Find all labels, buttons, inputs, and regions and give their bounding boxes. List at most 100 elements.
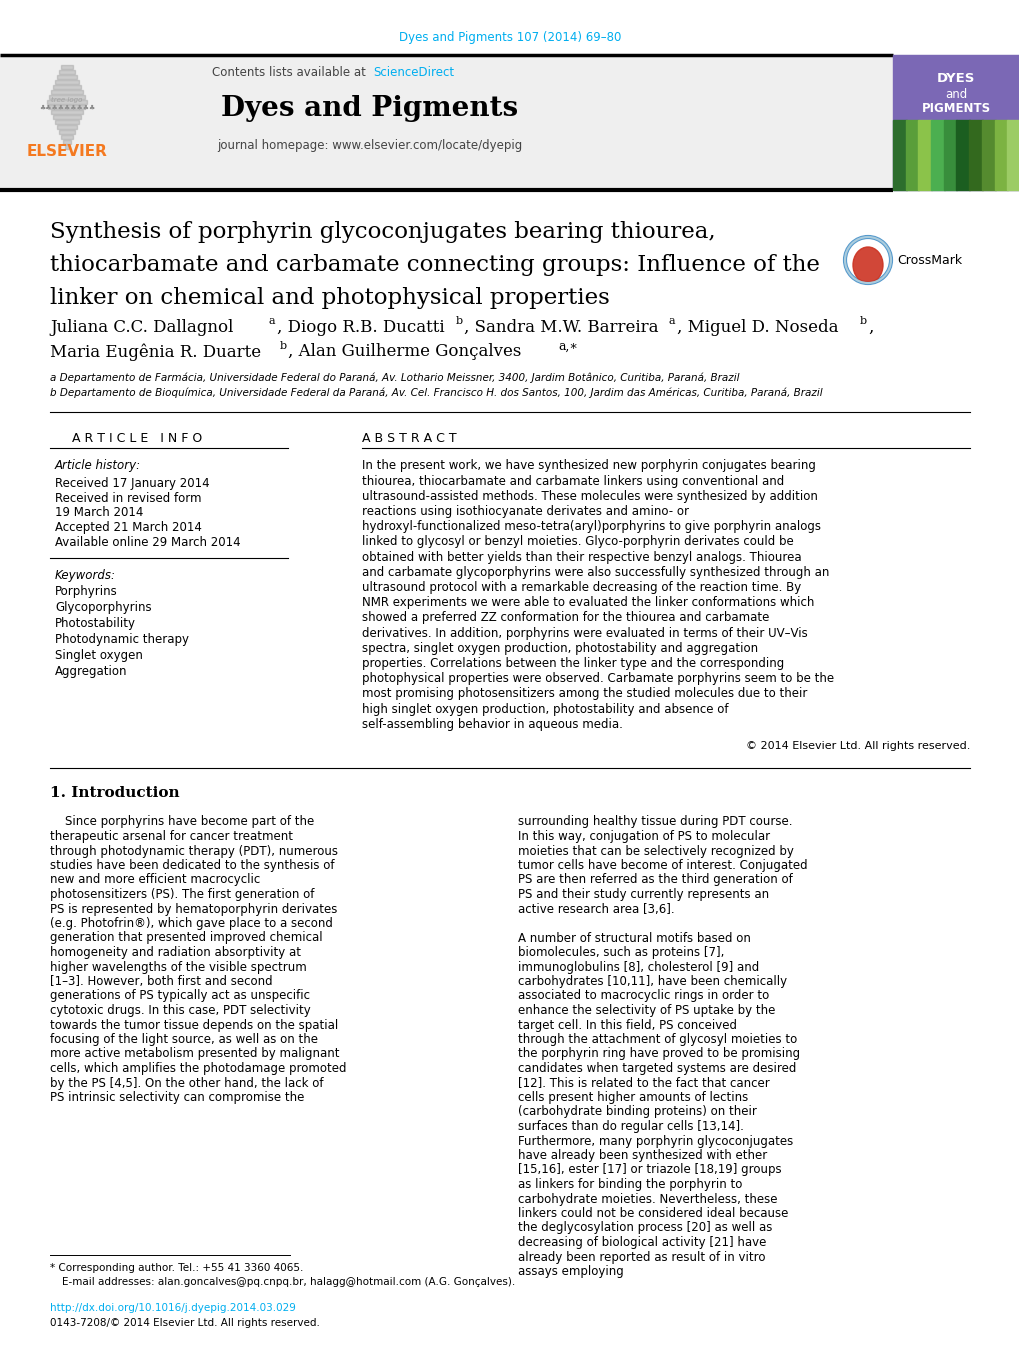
Text: cells present higher amounts of lectins: cells present higher amounts of lectins — [518, 1091, 748, 1104]
Bar — [5, 60, 129, 160]
Text: towards the tumor tissue depends on the spatial: towards the tumor tissue depends on the … — [50, 1018, 338, 1031]
Text: hydroxyl-functionalized meso-tetra(aryl)porphyrins to give porphyrin analogs: hydroxyl-functionalized meso-tetra(aryl)… — [362, 520, 820, 533]
Text: Synthesis of porphyrin glycoconjugates bearing thiourea,: Synthesis of porphyrin glycoconjugates b… — [50, 222, 715, 243]
Bar — [0, 54, 1019, 190]
Text: Glycoporphyrins: Glycoporphyrins — [55, 601, 152, 613]
Text: tree logo: tree logo — [51, 96, 83, 103]
Text: Dyes and Pigments: Dyes and Pigments — [221, 95, 518, 121]
Text: b Departamento de Bioquímica, Universidade Federal da Paraná, Av. Cel. Francisco: b Departamento de Bioquímica, Universida… — [50, 387, 821, 398]
Text: Photostability: Photostability — [55, 617, 136, 629]
Text: associated to macrocyclic rings in order to: associated to macrocyclic rings in order… — [518, 989, 768, 1003]
Text: self-assembling behavior in aqueous media.: self-assembling behavior in aqueous medi… — [362, 718, 623, 731]
Text: immunoglobulins [8], cholesterol [9] and: immunoglobulins [8], cholesterol [9] and — [518, 961, 758, 973]
Text: moieties that can be selectively recognized by: moieties that can be selectively recogni… — [518, 844, 793, 858]
Bar — [968, 120, 982, 190]
Text: through the attachment of glycosyl moieties to: through the attachment of glycosyl moiet… — [518, 1033, 797, 1046]
Bar — [49, 105, 85, 109]
Text: © 2014 Elsevier Ltd. All rights reserved.: © 2014 Elsevier Ltd. All rights reserved… — [745, 741, 969, 750]
Text: by the PS [4,5]. On the other hand, the lack of: by the PS [4,5]. On the other hand, the … — [50, 1076, 323, 1090]
Text: Photodynamic therapy: Photodynamic therapy — [55, 632, 189, 646]
Bar — [994, 120, 1008, 190]
Text: http://dx.doi.org/10.1016/j.dyepig.2014.03.029: http://dx.doi.org/10.1016/j.dyepig.2014.… — [50, 1303, 296, 1313]
Text: active research area [3,6].: active research area [3,6]. — [518, 902, 674, 916]
Text: Dyes and Pigments 107 (2014) 69–80: Dyes and Pigments 107 (2014) 69–80 — [398, 31, 621, 45]
Text: 1. Introduction: 1. Introduction — [50, 786, 179, 800]
Text: candidates when targeted systems are desired: candidates when targeted systems are des… — [518, 1061, 796, 1075]
Text: In the present work, we have synthesized new porphyrin conjugates bearing: In the present work, we have synthesized… — [362, 459, 815, 473]
Text: the deglycosylation process [20] as well as: the deglycosylation process [20] as well… — [518, 1222, 771, 1234]
Text: (carbohydrate binding proteins) on their: (carbohydrate binding proteins) on their — [518, 1105, 756, 1118]
Bar — [892, 54, 1019, 190]
Text: as linkers for binding the porphyrin to: as linkers for binding the porphyrin to — [518, 1178, 742, 1190]
Text: most promising photosensitizers among the studied molecules due to their: most promising photosensitizers among th… — [362, 688, 807, 700]
Text: PS intrinsic selectivity can compromise the: PS intrinsic selectivity can compromise … — [50, 1091, 304, 1104]
Bar — [57, 125, 76, 129]
Text: [15,16], ester [17] or triazole [18,19] groups: [15,16], ester [17] or triazole [18,19] … — [518, 1163, 781, 1177]
Text: [1–3]. However, both first and second: [1–3]. However, both first and second — [50, 974, 272, 988]
Text: photosensitizers (PS). The first generation of: photosensitizers (PS). The first generat… — [50, 887, 314, 901]
Text: PS are then referred as the third generation of: PS are then referred as the third genera… — [518, 874, 792, 886]
Bar — [55, 120, 78, 124]
Text: ♣♣♣♣♣♣♣♣♣: ♣♣♣♣♣♣♣♣♣ — [39, 105, 95, 111]
Bar — [65, 145, 69, 149]
Text: PS is represented by hematoporphyrin derivates: PS is represented by hematoporphyrin der… — [50, 902, 337, 916]
Bar — [59, 71, 75, 73]
Text: Received 17 January 2014: Received 17 January 2014 — [55, 477, 210, 489]
Text: linked to glycosyl or benzyl moieties. Glyco-porphyrin derivates could be: linked to glycosyl or benzyl moieties. G… — [362, 535, 793, 549]
Text: 19 March 2014: 19 March 2014 — [55, 507, 144, 519]
Text: biomolecules, such as proteins [7],: biomolecules, such as proteins [7], — [518, 946, 723, 959]
Ellipse shape — [852, 247, 882, 283]
Text: 0143-7208/© 2014 Elsevier Ltd. All rights reserved.: 0143-7208/© 2014 Elsevier Ltd. All right… — [50, 1318, 320, 1328]
Bar — [53, 116, 81, 120]
Text: Maria Eugênia R. Duarte: Maria Eugênia R. Duarte — [50, 344, 261, 360]
Bar — [53, 86, 81, 88]
Text: Available online 29 March 2014: Available online 29 March 2014 — [55, 537, 240, 549]
Bar — [981, 120, 995, 190]
Text: surfaces than do regular cells [13,14].: surfaces than do regular cells [13,14]. — [518, 1120, 743, 1133]
Text: Furthermore, many porphyrin glycoconjugates: Furthermore, many porphyrin glycoconjuga… — [518, 1135, 793, 1147]
Text: new and more efficient macrocyclic: new and more efficient macrocyclic — [50, 874, 260, 886]
Bar — [51, 90, 83, 94]
Text: Article history:: Article history: — [55, 459, 141, 473]
Text: therapeutic arsenal for cancer treatment: therapeutic arsenal for cancer treatment — [50, 830, 292, 843]
Text: already been reported as result of in vitro: already been reported as result of in vi… — [518, 1250, 764, 1264]
Bar — [57, 75, 76, 79]
Bar — [47, 101, 87, 105]
Text: generation that presented improved chemical: generation that presented improved chemi… — [50, 931, 322, 945]
Text: Since porphyrins have become part of the: Since porphyrins have become part of the — [50, 815, 314, 829]
Text: Singlet oxygen: Singlet oxygen — [55, 648, 143, 662]
Text: thiocarbamate and carbamate connecting groups: Influence of the: thiocarbamate and carbamate connecting g… — [50, 254, 819, 276]
Text: homogeneity and radiation absorptivity at: homogeneity and radiation absorptivity a… — [50, 946, 301, 959]
Bar — [956, 120, 969, 190]
Bar — [905, 120, 918, 190]
Text: target cell. In this field, PS conceived: target cell. In this field, PS conceived — [518, 1018, 737, 1031]
Text: Aggregation: Aggregation — [55, 665, 127, 678]
Text: , Sandra M.W. Barreira: , Sandra M.W. Barreira — [464, 318, 658, 336]
Text: ScienceDirect: ScienceDirect — [373, 65, 453, 79]
Text: a: a — [269, 317, 275, 326]
Bar — [943, 120, 957, 190]
Text: derivatives. In addition, porphyrins were evaluated in terms of their UV–Vis: derivatives. In addition, porphyrins wer… — [362, 626, 807, 640]
Text: high singlet oxygen production, photostability and absence of: high singlet oxygen production, photosta… — [362, 703, 728, 716]
Text: cells, which amplifies the photodamage promoted: cells, which amplifies the photodamage p… — [50, 1061, 346, 1075]
Text: thiourea, thiocarbamate and carbamate linkers using conventional and: thiourea, thiocarbamate and carbamate li… — [362, 474, 784, 488]
Text: higher wavelengths of the visible spectrum: higher wavelengths of the visible spectr… — [50, 961, 307, 973]
Text: the porphyrin ring have proved to be promising: the porphyrin ring have proved to be pro… — [518, 1048, 799, 1060]
Text: ultrasound-assisted methods. These molecules were synthesized by addition: ultrasound-assisted methods. These molec… — [362, 489, 817, 503]
Text: Juliana C.C. Dallagnol: Juliana C.C. Dallagnol — [50, 318, 233, 336]
Text: b: b — [280, 341, 286, 351]
Text: showed a preferred ZZ conformation for the thiourea and carbamate: showed a preferred ZZ conformation for t… — [362, 612, 768, 625]
Text: generations of PS typically act as unspecific: generations of PS typically act as unspe… — [50, 989, 310, 1003]
Bar — [49, 95, 85, 99]
Text: decreasing of biological activity [21] have: decreasing of biological activity [21] h… — [518, 1235, 765, 1249]
Text: , Miguel D. Noseda: , Miguel D. Noseda — [677, 318, 838, 336]
Text: journal homepage: www.elsevier.com/locate/dyepig: journal homepage: www.elsevier.com/locat… — [217, 139, 522, 151]
Text: obtained with better yields than their respective benzyl analogs. Thiourea: obtained with better yields than their r… — [362, 550, 801, 564]
Text: a: a — [668, 317, 675, 326]
Bar — [1007, 120, 1019, 190]
Text: b: b — [455, 317, 463, 326]
Text: ,: , — [867, 318, 872, 336]
Text: have already been synthesized with ether: have already been synthesized with ether — [518, 1148, 766, 1162]
Text: ELSEVIER: ELSEVIER — [26, 144, 107, 159]
Text: photophysical properties were observed. Carbamate porphyrins seem to be the: photophysical properties were observed. … — [362, 673, 834, 685]
